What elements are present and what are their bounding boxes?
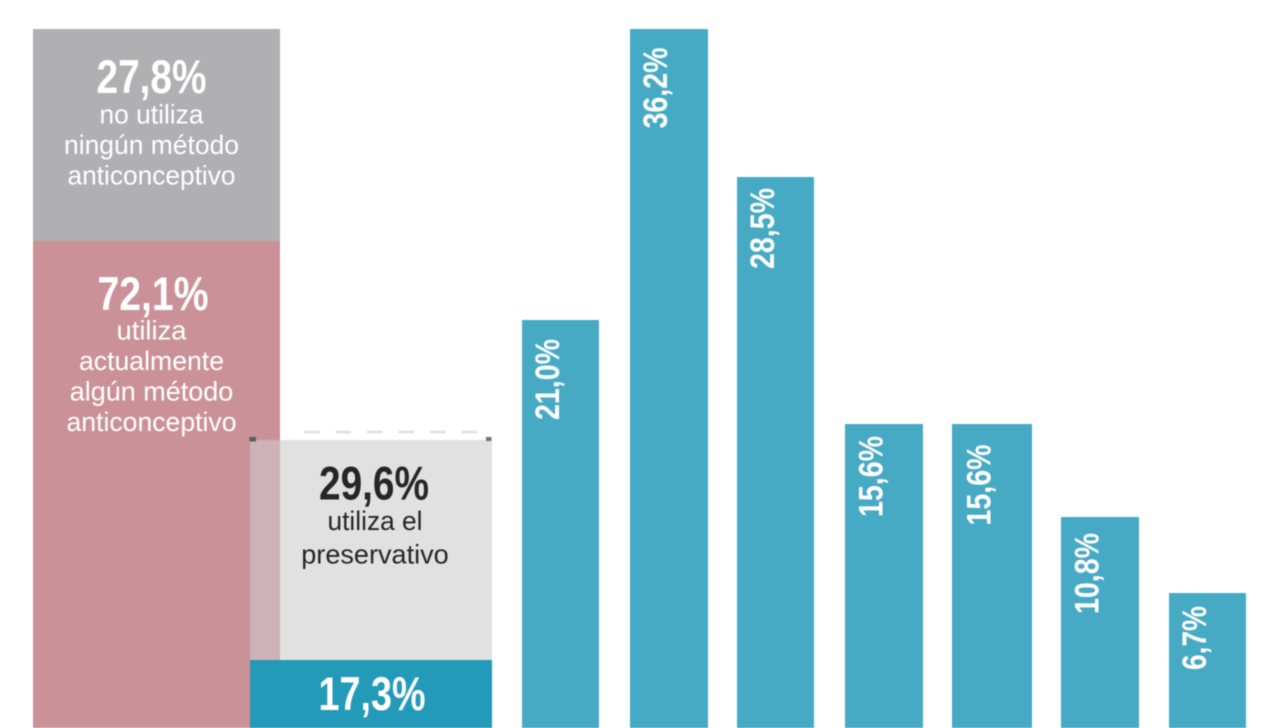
svg-text:10,8%: 10,8%: [1069, 533, 1107, 614]
svg-text:no utiliza: no utiliza: [100, 100, 205, 130]
svg-text:preservativo: preservativo: [301, 540, 449, 570]
svg-text:anticonceptivo: anticonceptivo: [68, 161, 236, 191]
svg-text:utiliza: utiliza: [117, 316, 188, 346]
svg-text:17,3%: 17,3%: [319, 668, 426, 721]
svg-text:29,6%: 29,6%: [319, 458, 429, 511]
svg-text:6,7%: 6,7%: [1176, 606, 1214, 670]
svg-text:anticonceptivo: anticonceptivo: [67, 407, 237, 437]
svg-text:utiliza el: utiliza el: [328, 506, 423, 536]
svg-text:actualmente: actualmente: [79, 346, 224, 376]
svg-text:15,6%: 15,6%: [853, 436, 891, 517]
svg-text:algún método: algún método: [70, 377, 234, 407]
svg-text:27,8%: 27,8%: [97, 51, 207, 104]
svg-text:72,1%: 72,1%: [98, 268, 209, 321]
svg-text:36,2%: 36,2%: [637, 48, 675, 129]
svg-text:28,5%: 28,5%: [744, 188, 782, 269]
svg-text:ningún método: ningún método: [64, 130, 239, 160]
svg-text:15,6%: 15,6%: [961, 445, 999, 526]
svg-text:21,0%: 21,0%: [529, 339, 567, 420]
